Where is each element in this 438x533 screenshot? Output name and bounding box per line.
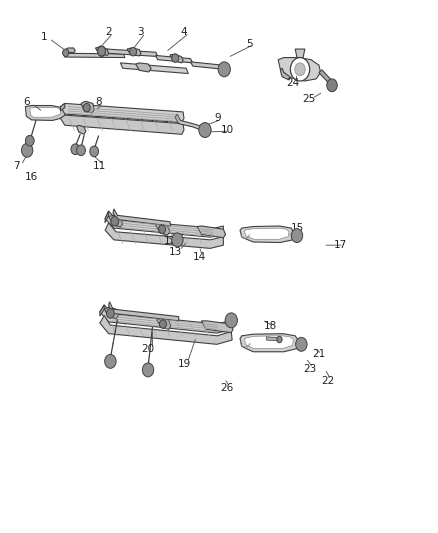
Circle shape (90, 146, 99, 157)
Polygon shape (240, 226, 294, 243)
Polygon shape (65, 48, 75, 53)
Polygon shape (197, 226, 226, 238)
Circle shape (199, 123, 211, 138)
Circle shape (25, 135, 34, 146)
Circle shape (105, 354, 116, 368)
Text: 23: 23 (304, 364, 317, 374)
Text: 18: 18 (264, 321, 277, 331)
Text: 14: 14 (193, 252, 206, 262)
Text: 17: 17 (334, 240, 347, 250)
Polygon shape (175, 114, 204, 130)
Circle shape (290, 58, 310, 81)
Circle shape (291, 229, 303, 243)
Text: 1: 1 (40, 33, 47, 42)
Polygon shape (280, 68, 290, 80)
Text: 22: 22 (321, 376, 334, 386)
Text: 19: 19 (177, 359, 191, 368)
Circle shape (172, 54, 179, 62)
Circle shape (159, 320, 166, 328)
Polygon shape (60, 103, 184, 123)
Circle shape (295, 63, 305, 76)
Text: 20: 20 (141, 344, 155, 354)
Polygon shape (25, 106, 66, 120)
Text: 6: 6 (23, 98, 30, 107)
Polygon shape (105, 223, 223, 248)
Polygon shape (95, 47, 109, 55)
Text: 4: 4 (180, 27, 187, 37)
Polygon shape (107, 49, 158, 56)
Circle shape (111, 216, 119, 226)
Polygon shape (113, 209, 171, 226)
Polygon shape (201, 321, 233, 333)
Polygon shape (244, 336, 293, 349)
Text: 25: 25 (302, 94, 315, 103)
Polygon shape (105, 211, 223, 237)
Polygon shape (105, 211, 109, 223)
Circle shape (130, 47, 137, 56)
Text: 5: 5 (246, 39, 253, 49)
Polygon shape (278, 58, 321, 81)
Circle shape (63, 49, 69, 56)
Text: 3: 3 (137, 27, 144, 37)
Text: 10: 10 (220, 125, 233, 135)
Circle shape (225, 313, 237, 328)
Circle shape (83, 103, 90, 112)
Circle shape (296, 337, 307, 351)
Text: 12: 12 (163, 236, 177, 246)
Circle shape (142, 363, 154, 377)
Polygon shape (120, 63, 188, 74)
Polygon shape (100, 305, 232, 333)
Text: 11: 11 (93, 161, 106, 171)
Text: 16: 16 (25, 172, 38, 182)
Polygon shape (100, 316, 232, 344)
Circle shape (77, 145, 85, 156)
Circle shape (218, 62, 230, 77)
Text: 8: 8 (95, 98, 102, 107)
Polygon shape (266, 337, 280, 341)
Polygon shape (170, 54, 183, 63)
Circle shape (71, 144, 80, 155)
Circle shape (98, 46, 106, 56)
Polygon shape (109, 215, 123, 227)
Polygon shape (30, 108, 60, 117)
Text: 21: 21 (312, 350, 325, 359)
Text: 13: 13 (169, 247, 182, 256)
Circle shape (21, 143, 33, 157)
Circle shape (172, 233, 183, 247)
Polygon shape (319, 70, 334, 85)
Polygon shape (104, 307, 118, 319)
Polygon shape (155, 55, 193, 63)
Polygon shape (60, 115, 184, 134)
Polygon shape (136, 63, 151, 72)
Text: 15: 15 (291, 223, 304, 233)
Polygon shape (77, 125, 86, 134)
Polygon shape (244, 228, 289, 239)
Text: 7: 7 (13, 161, 20, 171)
Circle shape (159, 225, 166, 233)
Text: 26: 26 (220, 383, 233, 393)
Polygon shape (127, 48, 141, 56)
Polygon shape (155, 224, 170, 235)
Circle shape (106, 309, 114, 318)
Circle shape (277, 336, 282, 343)
Polygon shape (191, 62, 223, 69)
Polygon shape (109, 302, 179, 321)
Text: 24: 24 (286, 78, 299, 87)
Polygon shape (295, 49, 305, 58)
Polygon shape (81, 101, 94, 113)
Polygon shape (240, 334, 299, 352)
Polygon shape (64, 53, 125, 58)
Polygon shape (100, 305, 104, 316)
Text: 9: 9 (215, 114, 222, 123)
Polygon shape (60, 103, 65, 111)
Polygon shape (157, 318, 171, 329)
Text: 2: 2 (105, 27, 112, 37)
Circle shape (327, 79, 337, 92)
